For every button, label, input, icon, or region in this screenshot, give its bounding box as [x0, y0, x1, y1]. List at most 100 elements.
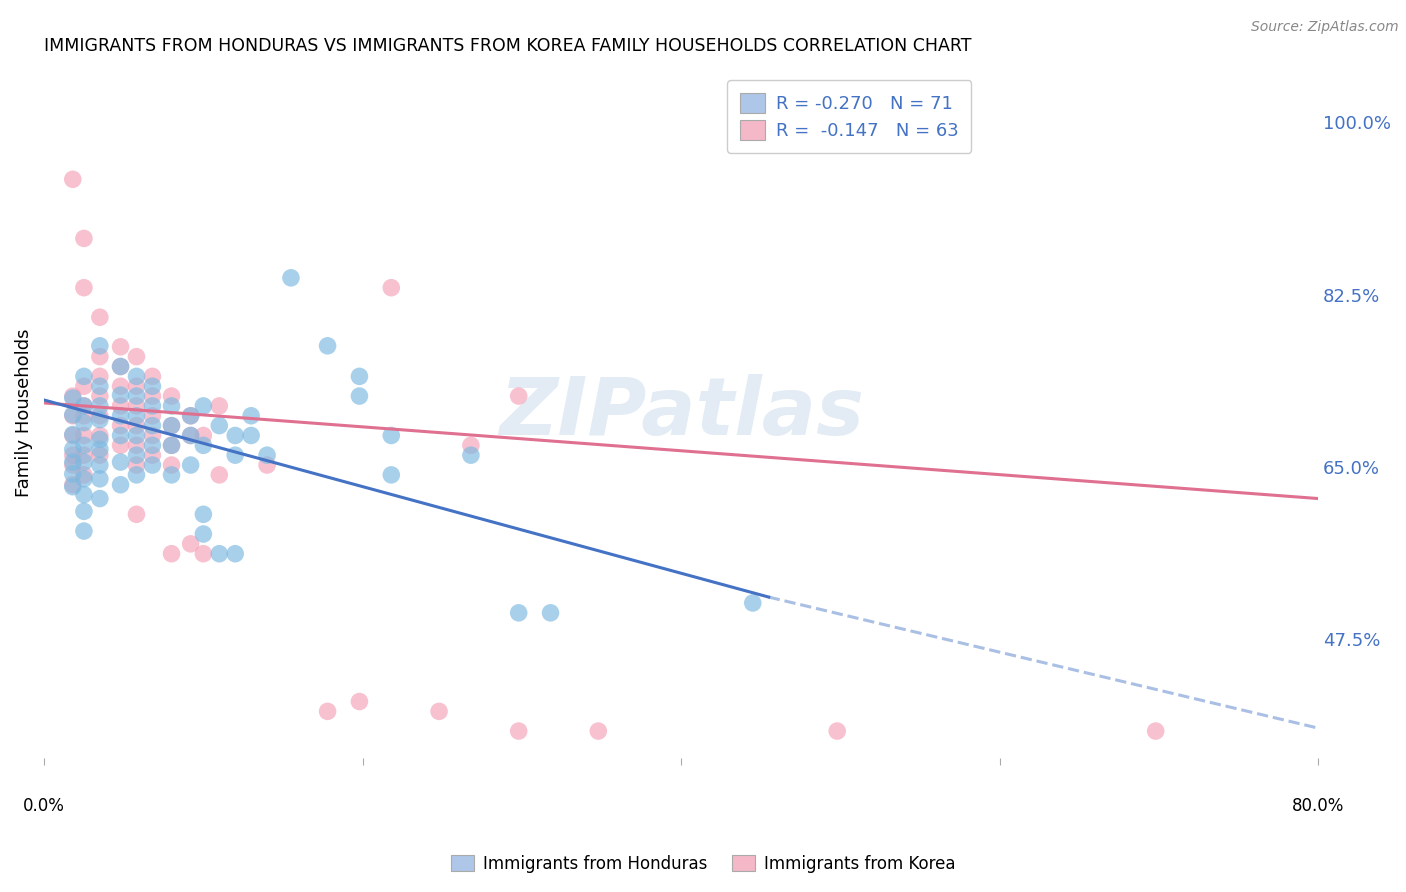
Point [125, 409, 148, 423]
Point [193, 399, 215, 413]
Point [89, 310, 111, 325]
Point [256, 458, 278, 472]
Point [160, 547, 183, 561]
Point [62, 458, 84, 472]
Point [62, 409, 84, 423]
Text: ZIPatlas: ZIPatlas [499, 374, 863, 452]
Point [62, 428, 84, 442]
Point [125, 508, 148, 522]
Point [193, 527, 215, 541]
Point [110, 359, 132, 374]
Point [73, 428, 96, 442]
Text: 0.0%: 0.0% [22, 797, 65, 814]
Point [316, 704, 339, 718]
Point [240, 409, 263, 423]
Point [180, 409, 202, 423]
Text: 80.0%: 80.0% [1292, 797, 1344, 814]
Point [89, 428, 111, 442]
Point [160, 438, 183, 452]
Point [89, 339, 111, 353]
Point [160, 389, 183, 403]
Point [62, 477, 84, 491]
Point [110, 388, 132, 402]
Legend: R = -0.270   N = 71, R =  -0.147   N = 63: R = -0.270 N = 71, R = -0.147 N = 63 [727, 80, 972, 153]
Point [110, 418, 132, 433]
Point [89, 389, 111, 403]
Point [73, 231, 96, 245]
Point [73, 399, 96, 413]
Point [110, 340, 132, 354]
Point [141, 448, 163, 462]
Point [588, 724, 610, 739]
Point [160, 418, 183, 433]
Point [825, 724, 848, 739]
Point [125, 389, 148, 403]
Point [73, 281, 96, 295]
Point [141, 418, 163, 433]
Point [62, 408, 84, 422]
Point [508, 724, 530, 739]
Point [73, 416, 96, 430]
Point [508, 389, 530, 403]
Point [110, 379, 132, 393]
Point [125, 458, 148, 472]
Point [224, 448, 246, 462]
Point [125, 399, 148, 413]
Point [125, 448, 148, 462]
Point [62, 455, 84, 469]
Point [280, 270, 302, 285]
Point [73, 487, 96, 501]
Point [427, 704, 450, 718]
Point [73, 448, 96, 462]
Point [316, 339, 339, 353]
Point [224, 547, 246, 561]
Point [89, 433, 111, 447]
Point [110, 409, 132, 423]
Point [180, 458, 202, 472]
Point [160, 399, 183, 413]
Point [125, 350, 148, 364]
Point [193, 547, 215, 561]
Point [141, 399, 163, 413]
Point [89, 413, 111, 427]
Point [349, 389, 371, 403]
Point [73, 455, 96, 469]
Point [73, 399, 96, 413]
Point [380, 467, 402, 482]
Point [460, 438, 482, 452]
Point [62, 442, 84, 457]
Point [89, 369, 111, 384]
Point [349, 369, 371, 384]
Point [741, 596, 763, 610]
Point [208, 547, 231, 561]
Point [141, 389, 163, 403]
Point [89, 442, 111, 457]
Point [89, 458, 111, 472]
Point [110, 428, 132, 442]
Point [73, 379, 96, 393]
Point [141, 409, 163, 423]
Point [193, 428, 215, 442]
Point [62, 448, 84, 462]
Point [160, 458, 183, 472]
Point [73, 409, 96, 423]
Point [540, 606, 562, 620]
Point [141, 458, 163, 472]
Point [110, 359, 132, 374]
Point [62, 172, 84, 186]
Point [208, 467, 231, 482]
Point [160, 418, 183, 433]
Point [110, 399, 132, 413]
Point [125, 428, 148, 442]
Point [508, 606, 530, 620]
Point [125, 369, 148, 384]
Point [141, 438, 163, 452]
Point [89, 379, 111, 393]
Point [224, 428, 246, 442]
Point [125, 438, 148, 452]
Point [89, 350, 111, 364]
Point [208, 418, 231, 433]
Point [62, 480, 84, 494]
Y-axis label: Family Households: Family Households [15, 328, 32, 497]
Text: Source: ZipAtlas.com: Source: ZipAtlas.com [1251, 20, 1399, 34]
